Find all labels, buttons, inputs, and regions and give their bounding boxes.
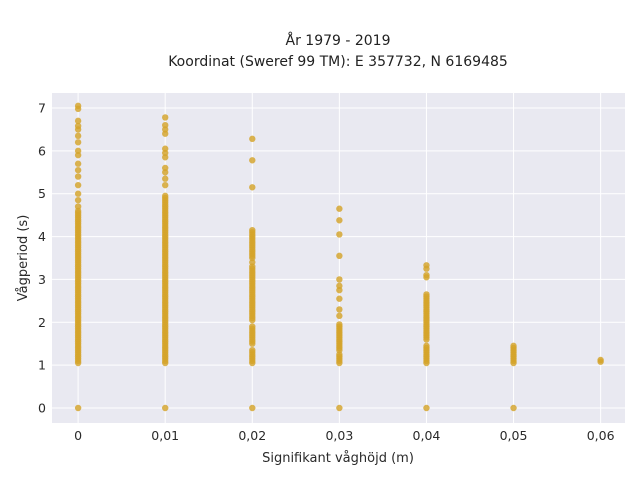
data-point xyxy=(74,203,82,210)
x-tick-label: 0,04 xyxy=(413,428,441,443)
data-points xyxy=(74,102,604,412)
data-point xyxy=(74,132,82,140)
data-point xyxy=(74,173,82,180)
data-point xyxy=(162,404,169,412)
data-point xyxy=(249,404,256,412)
y-tick-label: 6 xyxy=(38,143,46,158)
data-point xyxy=(74,102,82,110)
data-point xyxy=(423,262,430,269)
x-tick-label: 0,03 xyxy=(325,428,353,443)
data-point xyxy=(336,295,343,302)
data-point xyxy=(336,205,343,212)
data-point xyxy=(249,323,256,330)
data-point xyxy=(249,135,256,143)
data-point xyxy=(336,404,343,412)
data-point xyxy=(162,121,169,129)
data-point xyxy=(74,166,82,174)
y-tick-label: 2 xyxy=(38,315,46,330)
y-tick-label: 3 xyxy=(38,272,46,287)
data-point xyxy=(162,114,169,121)
data-point xyxy=(162,164,169,172)
data-point xyxy=(510,404,517,412)
data-point xyxy=(336,321,343,328)
y-axis-label: Vågperiod (s) xyxy=(16,215,31,302)
data-point xyxy=(249,346,256,354)
data-point xyxy=(423,271,430,279)
data-point xyxy=(162,181,169,189)
data-point xyxy=(423,404,430,412)
data-point xyxy=(510,342,517,350)
data-point xyxy=(74,160,82,167)
data-point xyxy=(162,175,169,182)
y-tick-label: 4 xyxy=(38,229,46,244)
data-point xyxy=(74,117,82,125)
data-point xyxy=(249,157,256,164)
data-point xyxy=(74,122,82,130)
data-point xyxy=(336,306,343,313)
x-tick-label: 0,01 xyxy=(151,428,179,443)
x-tick-label: 0,02 xyxy=(238,428,266,443)
data-point xyxy=(336,252,343,260)
y-tick-label: 0 xyxy=(38,401,46,416)
data-point xyxy=(336,282,343,290)
data-point xyxy=(249,226,256,234)
data-point xyxy=(423,291,430,298)
data-point xyxy=(336,217,343,224)
data-point xyxy=(423,342,430,350)
data-point xyxy=(249,259,256,266)
data-point xyxy=(74,139,82,146)
data-point xyxy=(336,231,343,238)
chart-title-line1: År 1979 - 2019 xyxy=(286,32,391,49)
y-tick-label: 1 xyxy=(38,358,46,373)
data-point xyxy=(336,276,343,283)
x-tick-label: 0,05 xyxy=(500,428,528,443)
x-axis-label: Signifikant våghöjd (m) xyxy=(262,451,414,466)
y-tick-label: 7 xyxy=(38,101,46,116)
chart-title-line2: Koordinat (Sweref 99 TM): E 357732, N 61… xyxy=(168,54,508,70)
x-tick-label: 0 xyxy=(74,428,82,443)
y-tick-label: 5 xyxy=(38,186,46,201)
data-point xyxy=(597,356,604,364)
data-point xyxy=(74,404,82,412)
x-tick-label: 0,06 xyxy=(587,428,615,443)
data-point xyxy=(249,184,256,191)
data-point xyxy=(162,192,169,200)
data-point xyxy=(336,312,343,320)
tick-labels: 0 0,01 0,02 0,03 0,04 0,05 0,06 0 1 2 3 4 5 6 7 xyxy=(38,101,615,444)
data-point xyxy=(74,196,82,204)
data-point xyxy=(74,147,82,155)
data-point xyxy=(162,145,169,152)
data-point xyxy=(74,190,82,197)
data-point xyxy=(74,181,82,189)
